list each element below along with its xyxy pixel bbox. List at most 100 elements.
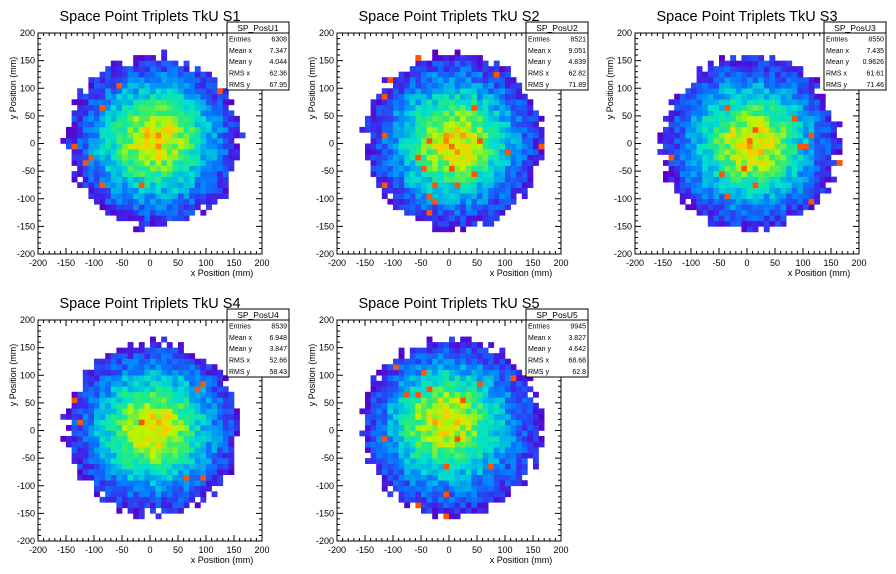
- stats-value: 4.044: [269, 59, 287, 66]
- heatmap-cell: [234, 115, 240, 122]
- heatmap-cell: [465, 77, 472, 84]
- heatmap-cell: [105, 198, 112, 205]
- heatmap-cell: [150, 424, 156, 431]
- heatmap-cell: [376, 99, 383, 106]
- heatmap-cell: [71, 99, 78, 106]
- heatmap-cell: [482, 220, 489, 227]
- heatmap-cell: [211, 408, 218, 415]
- heatmap-cell: [533, 402, 539, 409]
- heatmap-cell: [505, 424, 511, 431]
- heatmap-cell: [138, 226, 145, 233]
- heatmap-cell: [724, 160, 731, 166]
- heatmap-cell: [415, 71, 422, 78]
- heatmap-cell: [200, 358, 207, 365]
- heatmap-cell: [510, 99, 517, 106]
- heatmap-cell: [370, 165, 377, 172]
- heatmap-cell: [493, 160, 500, 166]
- heatmap-cell: [189, 187, 196, 194]
- heatmap-cell: [465, 143, 472, 150]
- heatmap-cell: [415, 204, 422, 211]
- heatmap-cell: [449, 182, 455, 189]
- heatmap-cell: [730, 160, 737, 166]
- heatmap-cell: [752, 104, 759, 111]
- heatmap-cell: [189, 424, 196, 431]
- heatmap-cell: [200, 160, 207, 166]
- heatmap-cell: [482, 176, 489, 183]
- heatmap-cell: [393, 463, 399, 470]
- heatmap-cell: [415, 187, 422, 194]
- heatmap-cell: [105, 386, 112, 393]
- heatmap-cell: [786, 110, 793, 117]
- heatmap-cell: [533, 149, 539, 155]
- heatmap-cell: [116, 408, 123, 415]
- heatmap-cell: [499, 436, 506, 442]
- heatmap-cell: [398, 458, 405, 464]
- heatmap-cell: [505, 369, 511, 376]
- heatmap-cell: [116, 99, 123, 106]
- heatmap-cell: [831, 176, 837, 183]
- heatmap-cell: [194, 82, 201, 89]
- heatmap-cell: [719, 187, 725, 194]
- heatmap-cell: [679, 182, 686, 189]
- heatmap-cell: [398, 121, 405, 128]
- heatmap-cell: [94, 436, 100, 442]
- heatmap-cell: [747, 198, 753, 205]
- heatmap-cell: [432, 436, 439, 442]
- heatmap-cell: [460, 358, 467, 365]
- heatmap-cell: [161, 77, 168, 84]
- heatmap-cell: [449, 137, 455, 144]
- heatmap-cell: [775, 82, 781, 89]
- heatmap-cell: [77, 413, 84, 420]
- heatmap-cell: [752, 66, 759, 72]
- heatmap-cell: [88, 408, 95, 415]
- heatmap-cell: [138, 160, 145, 166]
- heatmap-cell: [222, 402, 229, 409]
- heatmap-cell: [122, 463, 128, 470]
- heatmap-cell: [365, 458, 371, 464]
- heatmap-cell: [71, 154, 78, 161]
- heatmap-cell: [819, 154, 826, 161]
- heatmap-cell: [110, 436, 117, 442]
- heatmap-cell: [178, 413, 184, 420]
- heatmap-cell: [696, 160, 703, 166]
- heatmap-cell: [133, 171, 140, 177]
- heatmap-cell: [521, 458, 528, 464]
- heatmap-cell: [206, 386, 212, 393]
- heatmap-cell: [482, 402, 489, 409]
- heatmap-cell: [381, 474, 388, 481]
- heatmap-cell: [516, 82, 523, 89]
- heatmap-cell: [460, 496, 467, 503]
- heatmap-cell: [803, 77, 809, 84]
- heatmap-cell: [730, 204, 737, 211]
- heatmap-cell: [404, 463, 411, 470]
- heatmap-cell: [150, 77, 156, 84]
- heatmap-cell: [724, 110, 731, 117]
- heatmap-cell: [499, 193, 506, 200]
- heatmap-cell: [105, 364, 112, 371]
- heatmap-cell: [724, 154, 731, 161]
- heatmap-cell: [521, 143, 528, 150]
- heatmap-cell: [105, 491, 112, 498]
- heatmap-cell: [454, 165, 461, 172]
- heatmap-cell: [133, 55, 140, 61]
- heatmap-cell: [166, 115, 173, 122]
- heatmap-cell: [465, 485, 472, 492]
- heatmap-cell: [144, 115, 151, 122]
- heatmap-cell: [217, 474, 224, 481]
- heatmap-cell: [471, 193, 478, 200]
- heatmap-cell: [415, 93, 422, 100]
- heatmap-cell: [505, 198, 511, 205]
- heatmap-cell: [183, 198, 190, 205]
- heatmap-cell: [465, 496, 472, 503]
- heatmap-cell: [381, 485, 388, 492]
- heatmap-cell: [791, 132, 798, 139]
- heatmap-cell: [359, 126, 366, 133]
- heatmap-cell: [228, 419, 235, 426]
- heatmap-cell: [155, 137, 162, 144]
- heatmap-cell: [393, 480, 399, 487]
- heatmap-cell: [449, 463, 455, 470]
- heatmap-cell: [127, 375, 134, 382]
- heatmap-cell: [178, 187, 184, 194]
- heatmap-cell: [814, 104, 821, 111]
- heatmap-cell: [521, 419, 528, 426]
